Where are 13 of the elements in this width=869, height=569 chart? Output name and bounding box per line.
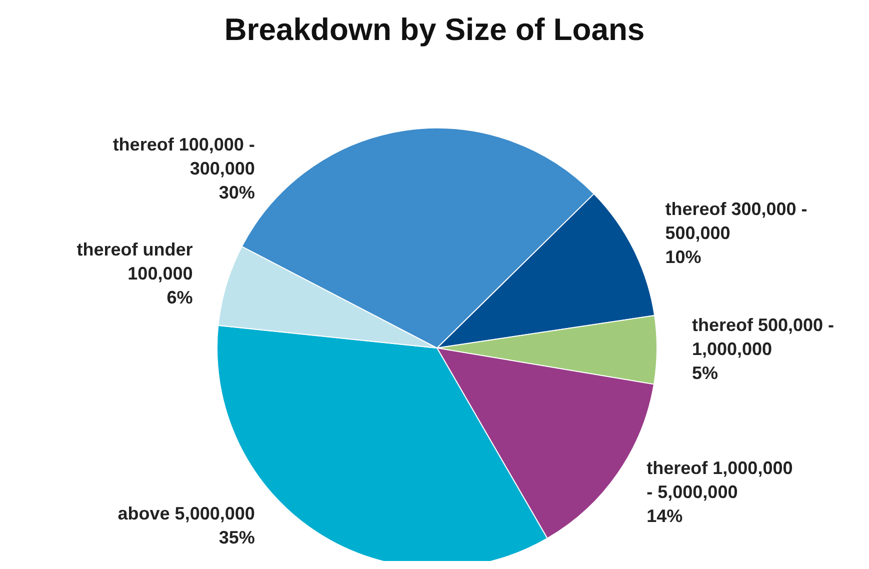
data-label: 10% <box>665 246 702 267</box>
slice-label: thereof 300,000 - 500,000 <box>665 198 808 243</box>
data-label: 35% <box>218 527 255 548</box>
data-label: 30% <box>218 182 255 202</box>
chart-title: Breakdown by Size of Loans <box>223 11 646 49</box>
data-label: 6% <box>166 287 193 308</box>
slice-label: thereof 100,000 - 300,000 <box>112 134 255 178</box>
data-label: 14% <box>646 506 683 526</box>
data-label: 5% <box>692 362 718 383</box>
slice-label: thereof 500,000 - 1,000,000 <box>692 314 834 359</box>
slice-label: thereof under 100,000 <box>76 239 193 284</box>
slice-label: thereof 1,000,000 - 5,000,000 <box>646 458 793 502</box>
slice-label: above 5,000,000 <box>118 503 255 524</box>
